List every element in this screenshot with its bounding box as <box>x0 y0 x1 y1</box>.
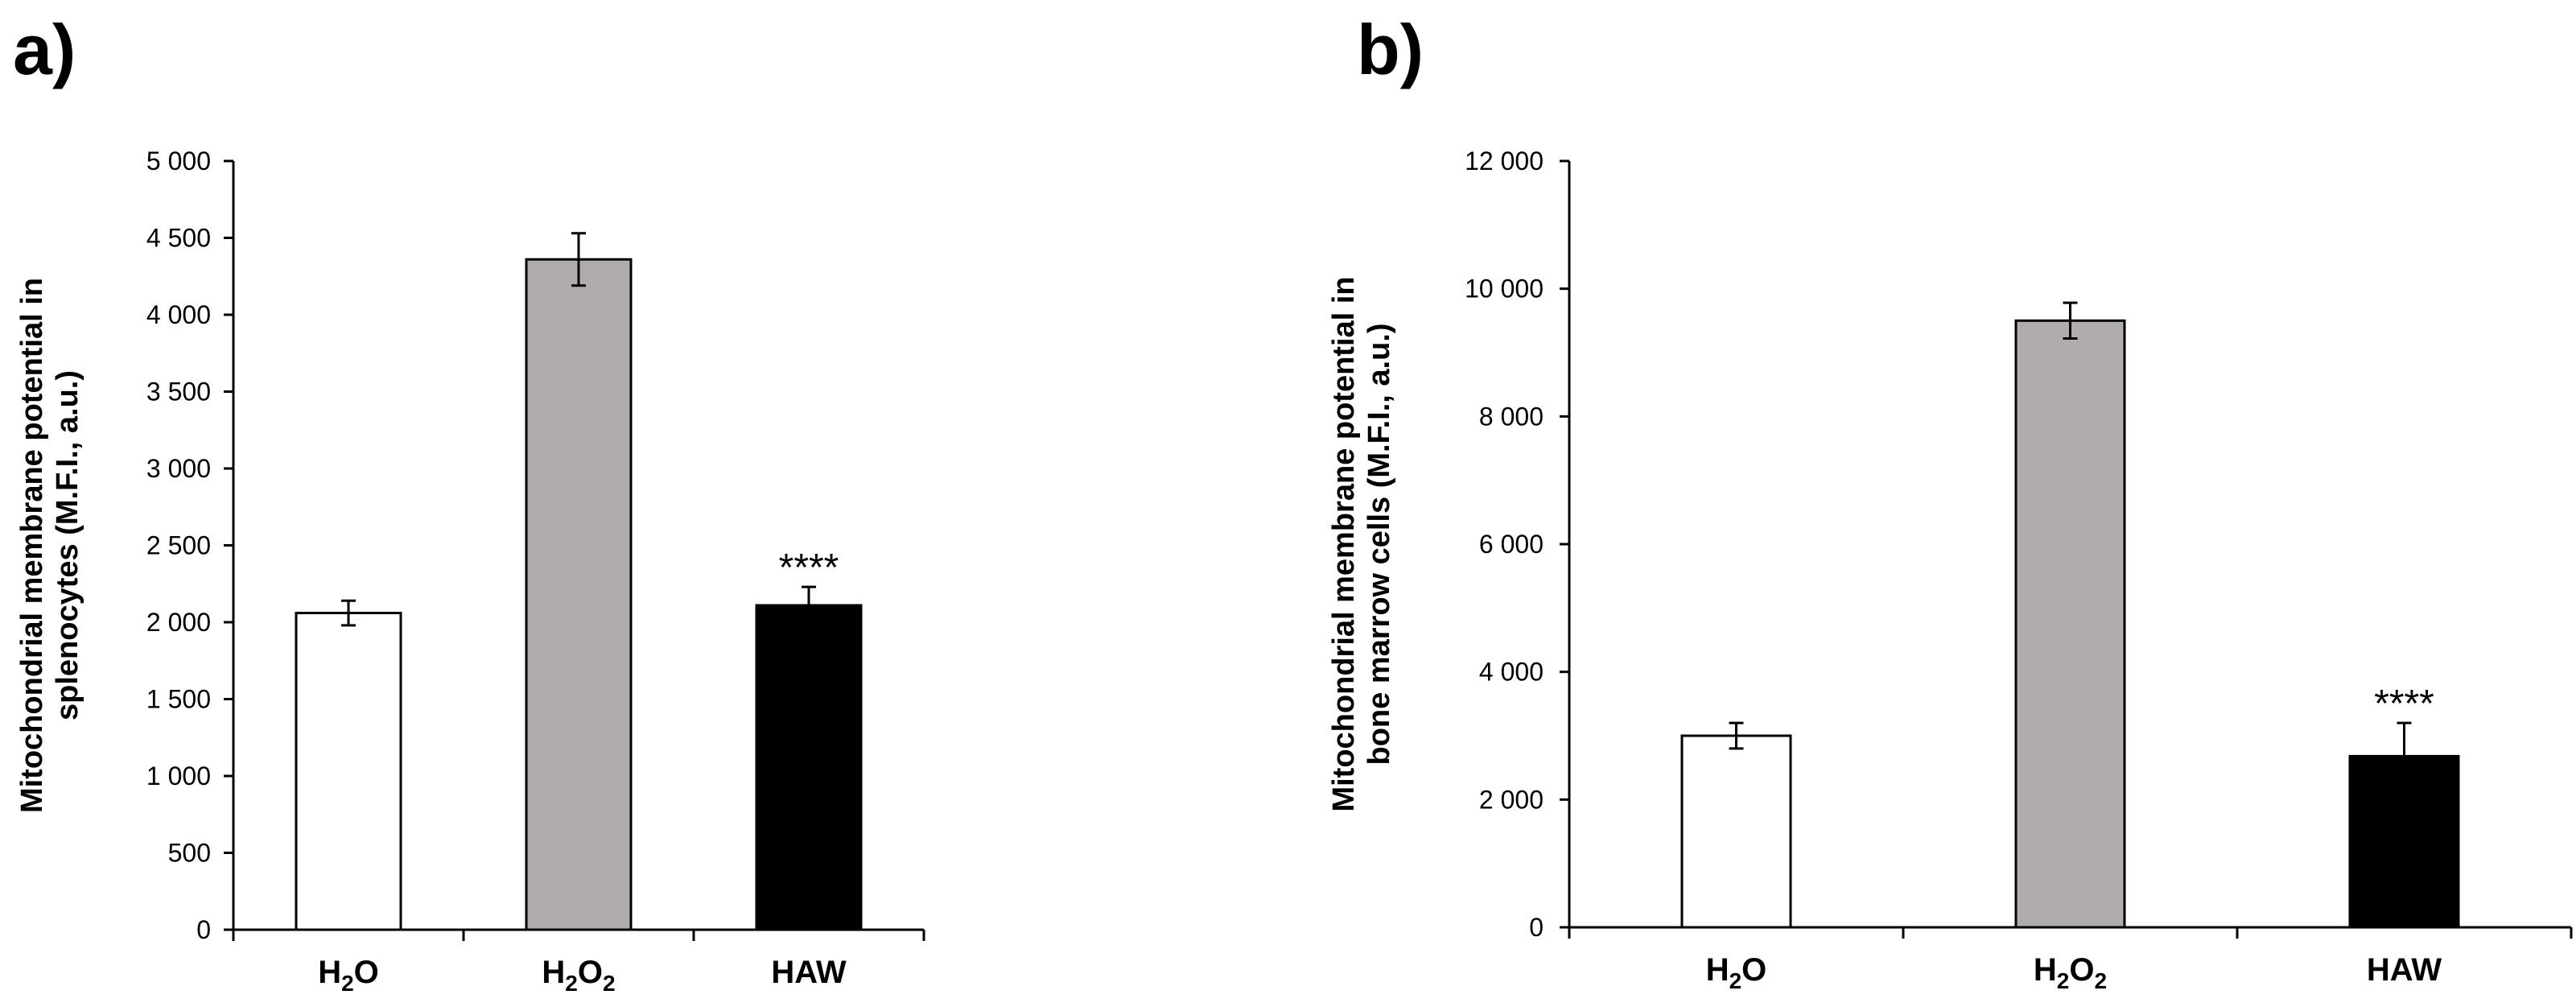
subscript: 2 <box>2095 968 2108 993</box>
subscript: 2 <box>1729 968 1742 993</box>
label-part: H <box>318 955 341 990</box>
x-category-label: H2O2 <box>2034 952 2107 993</box>
y-tick-label: 1 000 <box>146 761 211 790</box>
label-part: H <box>542 955 565 990</box>
bar-H2O2 <box>525 258 633 931</box>
y-tick-label: 2 000 <box>146 608 211 637</box>
label-part: H <box>2034 952 2057 988</box>
y-axis-label-line1: Mitochondrial membrane potential in <box>15 278 49 813</box>
y-tick-label: 12 000 <box>1465 147 1544 175</box>
y-tick-label: 4 000 <box>146 300 211 329</box>
y-axis-label-line2: bone marrow cells (M.F.I., a.u.) <box>1362 324 1396 766</box>
x-category-label: H2O <box>318 955 379 996</box>
label-part: HAW <box>2367 952 2442 988</box>
label-part: HAW <box>771 955 847 990</box>
x-category-label: H2O2 <box>542 955 615 996</box>
bar-H2O2 <box>2014 319 2126 929</box>
panel-label: b) <box>1357 10 1424 89</box>
significance-marker: **** <box>2374 683 2434 725</box>
y-tick-label: 4 000 <box>1479 658 1544 687</box>
y-tick-label: 0 <box>1529 913 1544 942</box>
bar-H2O <box>1680 734 1792 929</box>
y-tick-label: 4 500 <box>146 224 211 253</box>
subscript: 2 <box>341 971 354 996</box>
x-category-label: HAW <box>771 955 847 990</box>
y-axis-label: Mitochondrial membrane potential inbone … <box>1327 276 1396 811</box>
bar-H2O <box>295 612 402 931</box>
y-tick-label: 500 <box>168 839 211 868</box>
label-part: O <box>2069 952 2094 988</box>
y-tick-label: 2 500 <box>146 531 211 560</box>
subscript: 2 <box>565 971 578 996</box>
y-axis-label: Mitochondrial membrane potential insplen… <box>15 278 84 813</box>
x-category-label: H2O <box>1706 952 1767 993</box>
y-tick-label: 3 000 <box>146 454 211 483</box>
y-tick-label: 2 000 <box>1479 785 1544 814</box>
label-part: H <box>1706 952 1729 988</box>
bar-HAW <box>755 604 863 931</box>
y-tick-label: 1 500 <box>146 685 211 714</box>
x-category-label: HAW <box>2367 952 2442 988</box>
subscript: 2 <box>603 971 616 996</box>
y-axis-label-line1: Mitochondrial membrane potential in <box>1327 276 1361 811</box>
y-tick-label: 3 500 <box>146 378 211 407</box>
y-tick-label: 0 <box>196 915 211 944</box>
y-tick-label: 5 000 <box>146 147 211 175</box>
y-tick-label: 6 000 <box>1479 530 1544 559</box>
label-part: O <box>354 955 379 990</box>
panel-label: a) <box>13 10 76 89</box>
subscript: 2 <box>2057 968 2070 993</box>
y-axis-label-line2: splenocytes (M.F.I., a.u.) <box>51 370 84 720</box>
significance-marker: **** <box>779 547 839 589</box>
y-tick-label: 10 000 <box>1465 274 1544 303</box>
y-tick-label: 8 000 <box>1479 402 1544 431</box>
chart-panel-1: a) 0 500 1 000 1 500 2 000 2 500 3 000 3 500 4 00… <box>13 10 925 996</box>
label-part: O <box>578 955 603 990</box>
label-part: O <box>1741 952 1766 988</box>
